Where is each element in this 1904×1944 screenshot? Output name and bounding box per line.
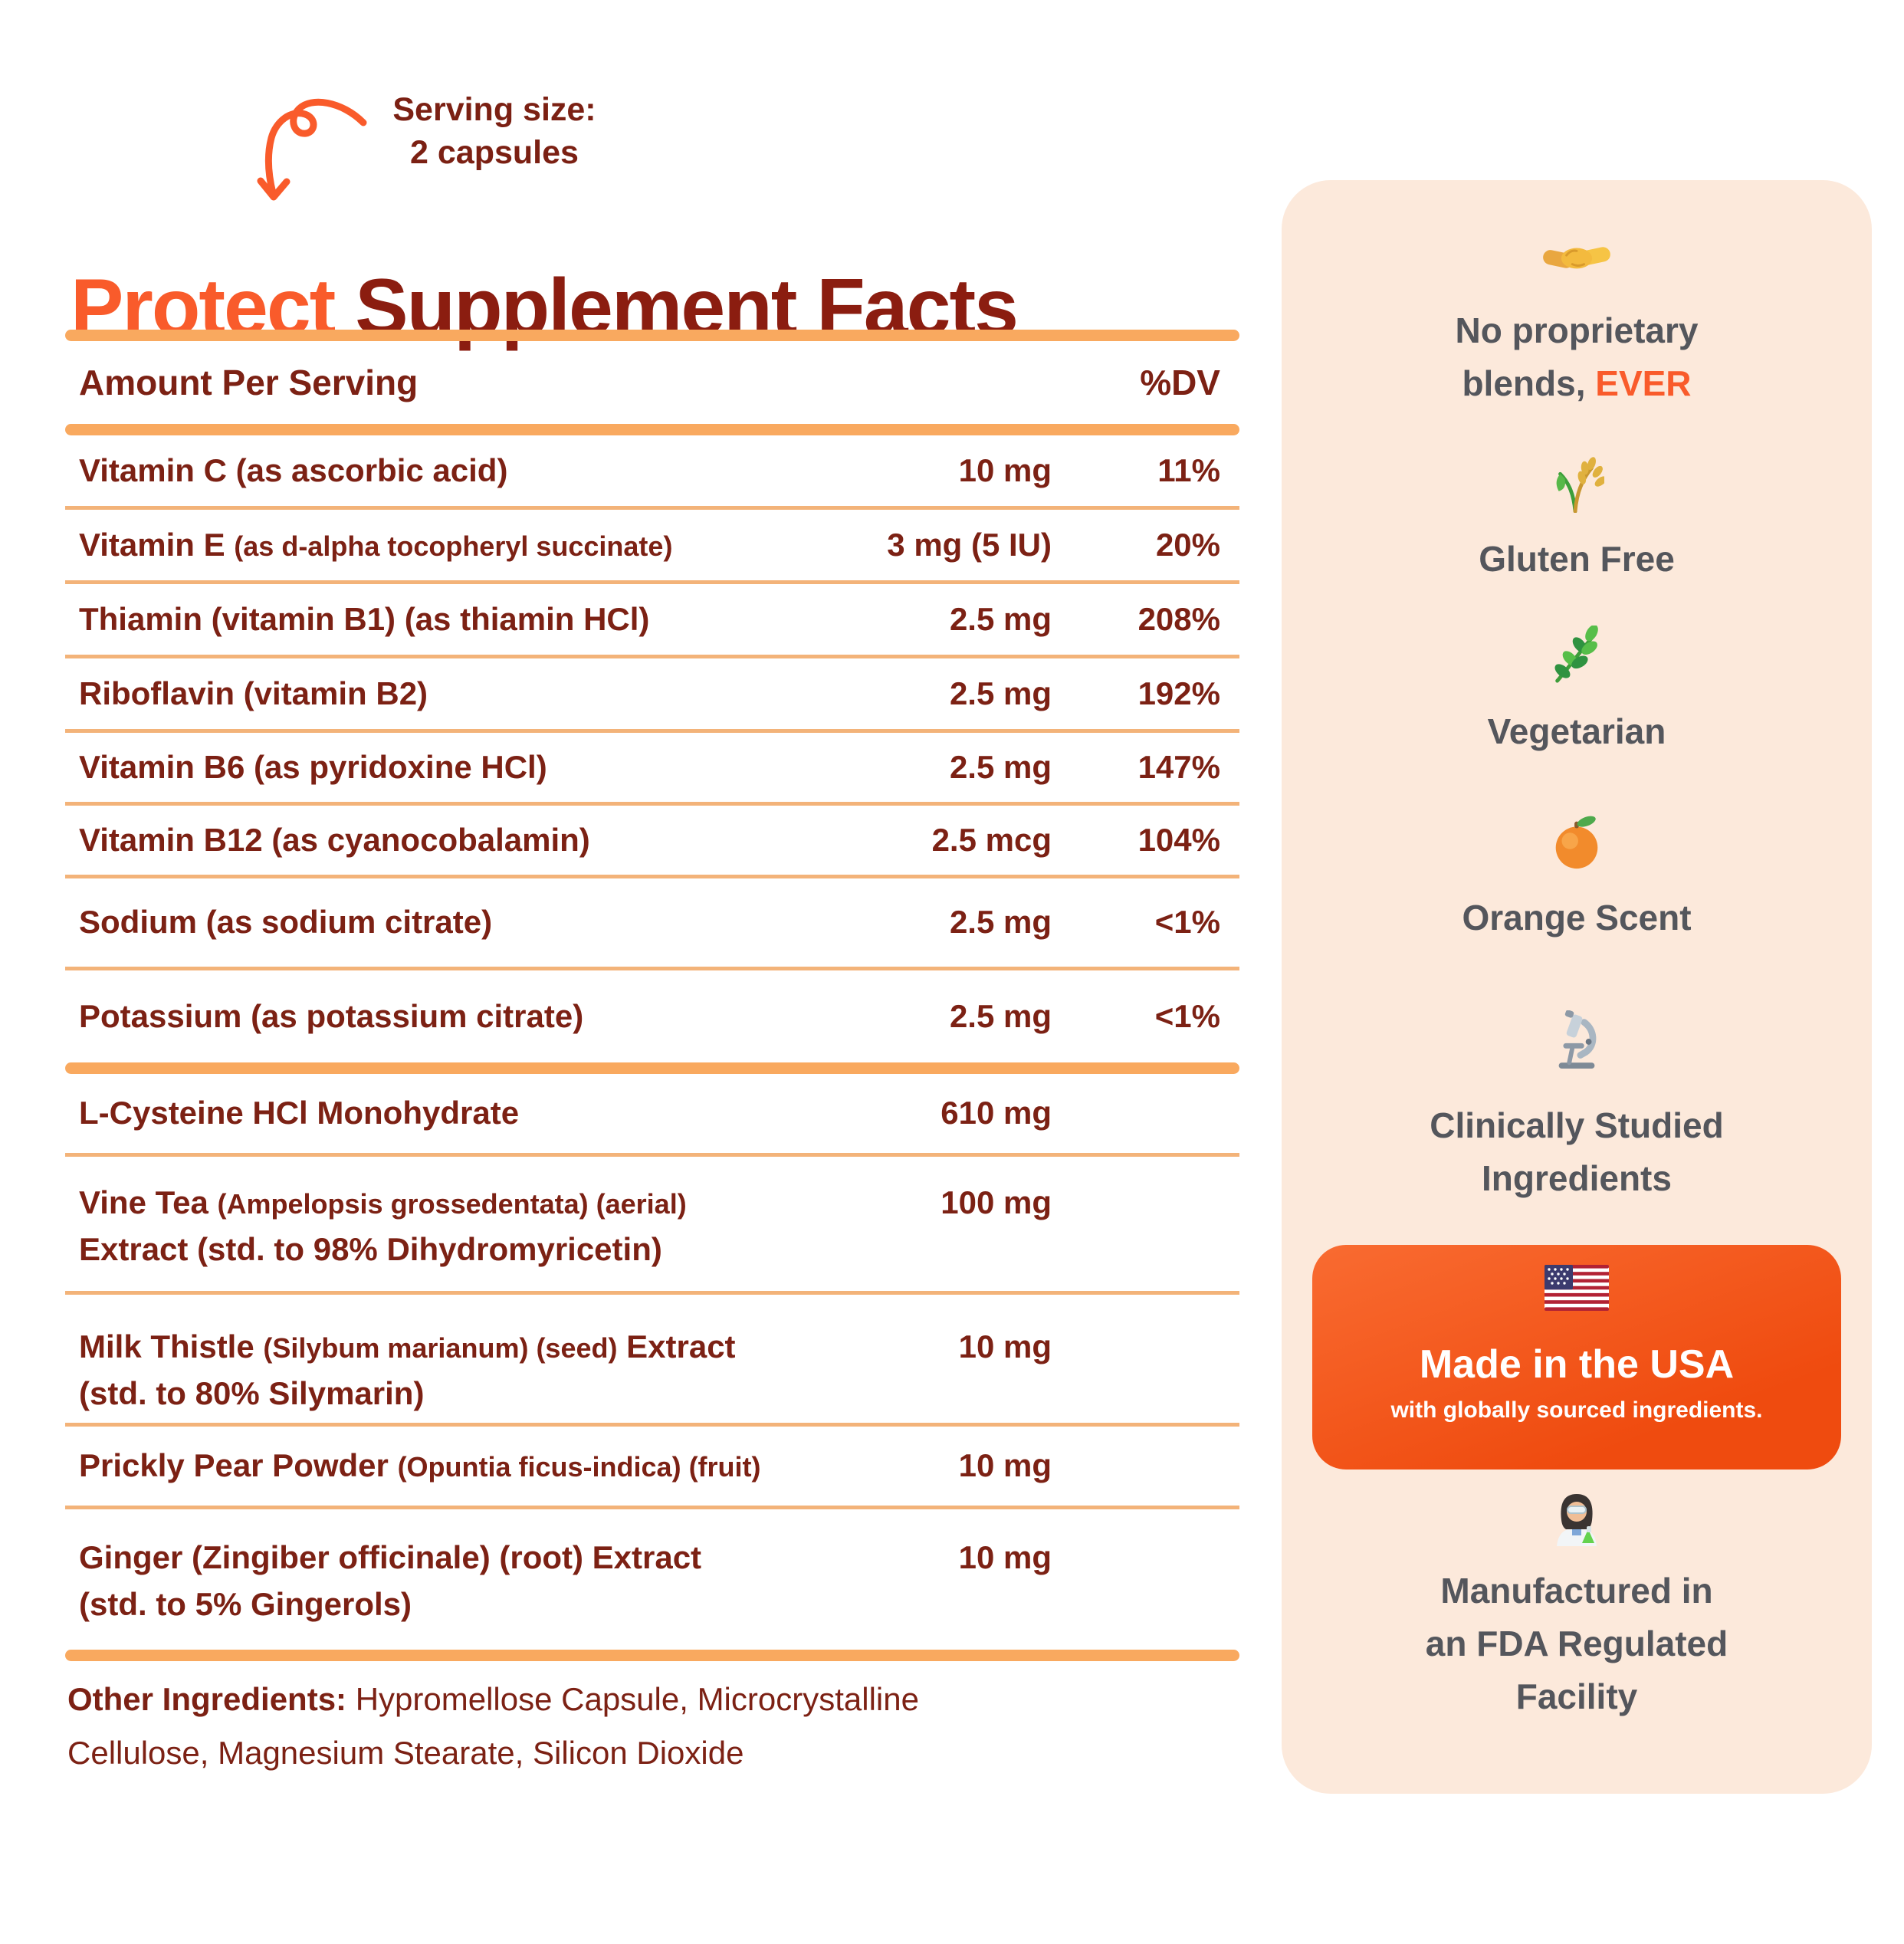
benefit-item-gluten-free: Gluten Free — [1479, 453, 1675, 586]
table-row: L-Cysteine HCl Monohydrate 610 mg — [65, 1074, 1239, 1157]
table-row: Prickly Pear Powder (Opuntia ficus-indic… — [65, 1427, 1239, 1509]
amount-cell: 2.5 mg — [949, 675, 1052, 711]
ingredient-name: Potassium (as potassium citrate) — [79, 997, 584, 1034]
other-ingredients-label: Other Ingredients: — [67, 1681, 356, 1717]
ingredient-name: Milk Thistle (Silybum marianum) (seed) E… — [79, 1328, 736, 1411]
table-row: Thiamin (vitamin B1) (as thiamin HCl) 2.… — [65, 584, 1239, 658]
ingredient-name: Prickly Pear Powder (Opuntia ficus-indic… — [79, 1447, 761, 1484]
benefit-label: Gluten Free — [1479, 539, 1675, 579]
benefit-label: Clinically Studied Ingredients — [1430, 1105, 1724, 1198]
ingredient-name: Vitamin B12 (as cyanocobalamin) — [79, 821, 590, 858]
table-row: Ginger (Zingiber officinale) (root) Extr… — [65, 1509, 1239, 1650]
amount-cell: 2.5 mg — [949, 904, 1052, 941]
table-row: Vitamin B6 (as pyridoxine HCl) 2.5 mg 14… — [65, 733, 1239, 806]
us-flag-icon — [1545, 1265, 1609, 1311]
table-row: Vine Tea (Ampelopsis grossedentata) (aer… — [65, 1157, 1239, 1295]
table-section-bar — [65, 1062, 1239, 1074]
ingredient-name: Vitamin C (as ascorbic acid) — [79, 452, 508, 488]
table-header-row: Amount Per Serving %DV — [65, 341, 1239, 424]
dv-cell: <1% — [1154, 997, 1220, 1034]
amount-cell: 2.5 mcg — [931, 821, 1052, 858]
amount-cell: 3 mg (5 IU) — [887, 526, 1052, 563]
supplement-table: Amount Per Serving %DV Vitamin C (as asc… — [65, 330, 1239, 1661]
table-row: Milk Thistle (Silybum marianum) (seed) E… — [65, 1295, 1239, 1427]
ingredient-name: Vitamin B6 (as pyridoxine HCl) — [79, 748, 547, 785]
amount-cell: 2.5 mg — [949, 748, 1052, 785]
ingredient-name: Thiamin (vitamin B1) (as thiamin HCl) — [79, 600, 650, 637]
benefit-item-clinically-studied: Clinically Studied Ingredients — [1430, 1010, 1724, 1205]
amount-per-serving-header: Amount Per Serving — [79, 363, 419, 402]
amount-cell: 10 mg — [958, 1447, 1052, 1484]
benefits-panel: No proprietary blends, EVER Gluten Free — [1282, 180, 1872, 1794]
made-in-usa-title: Made in the USA — [1419, 1342, 1735, 1387]
microscope-icon — [1549, 1010, 1604, 1070]
benefit-item-fda-facility: Manufactured in an FDA Regulated Facilit… — [1426, 1485, 1728, 1723]
made-in-usa-subtitle: with globally sourced ingredients. — [1390, 1397, 1763, 1423]
amount-cell: 10 mg — [958, 452, 1052, 488]
ingredient-name: Ginger (Zingiber officinale) (root) Extr… — [79, 1539, 702, 1622]
ingredient-name: Riboflavin (vitamin B2) — [79, 675, 428, 711]
amount-cell: 10 mg — [958, 1328, 1052, 1364]
table-row: Vitamin C (as ascorbic acid) 10 mg 11% — [65, 435, 1239, 510]
dv-cell: <1% — [1154, 904, 1220, 941]
benefit-label: Manufactured in an FDA Regulated Facilit… — [1425, 1571, 1728, 1716]
woman-scientist-icon — [1549, 1485, 1604, 1546]
dv-cell: 147% — [1137, 748, 1220, 785]
amount-cell: 610 mg — [941, 1095, 1052, 1131]
dv-cell: 192% — [1137, 675, 1220, 711]
benefit-item-no-proprietary-blends: No proprietary blends, EVER — [1455, 231, 1699, 410]
amount-cell: 10 mg — [958, 1539, 1052, 1575]
table-header-bottom-bar — [65, 424, 1239, 435]
handshake-icon — [1541, 231, 1612, 284]
amount-cell: 100 mg — [941, 1184, 1052, 1220]
herb-icon — [1549, 625, 1604, 685]
table-top-bar — [65, 330, 1239, 341]
dv-header: %DV — [1140, 363, 1220, 402]
dv-cell: 104% — [1137, 821, 1220, 858]
ingredient-name: Vine Tea (Ampelopsis grossedentata) (aer… — [79, 1184, 687, 1267]
sheaf-of-rice-icon — [1549, 453, 1607, 514]
benefit-label: Orange Scent — [1462, 898, 1692, 938]
ingredient-name: Vitamin E (as d-alpha tocopheryl succina… — [79, 526, 673, 563]
benefit-label: No proprietary blends, EVER — [1455, 310, 1699, 403]
ingredient-name: L-Cysteine HCl Monohydrate — [79, 1095, 520, 1131]
dv-cell: 11% — [1157, 452, 1220, 488]
table-bottom-bar — [65, 1650, 1239, 1661]
table-row: Riboflavin (vitamin B2) 2.5 mg 192% — [65, 658, 1239, 733]
tangerine-icon — [1549, 812, 1604, 872]
table-row: Potassium (as potassium citrate) 2.5 mg … — [65, 970, 1239, 1062]
serving-size-note: Serving size: 2 capsules — [392, 91, 596, 171]
dv-cell: 20% — [1155, 526, 1220, 563]
amount-cell: 2.5 mg — [949, 997, 1052, 1034]
benefit-item-orange-scent: Orange Scent — [1462, 812, 1692, 944]
table-row: Vitamin E (as d-alpha tocopheryl succina… — [65, 510, 1239, 584]
made-in-usa-card: Made in the USA with globally sourced in… — [1312, 1245, 1841, 1469]
dv-cell: 208% — [1137, 600, 1220, 637]
curly-arrow-icon — [257, 98, 367, 201]
other-ingredients: Other Ingredients: Hypromellose Capsule,… — [67, 1673, 1141, 1780]
benefit-item-vegetarian: Vegetarian — [1487, 625, 1666, 758]
benefit-label: Vegetarian — [1487, 711, 1666, 751]
table-row: Sodium (as sodium citrate) 2.5 mg <1% — [65, 878, 1239, 970]
table-row: Vitamin B12 (as cyanocobalamin) 2.5 mcg … — [65, 806, 1239, 878]
ingredient-name: Sodium (as sodium citrate) — [79, 904, 493, 941]
amount-cell: 2.5 mg — [949, 600, 1052, 637]
other-ingredients-text: Hypromellose Capsule, Microcrystalline C… — [67, 1681, 919, 1772]
